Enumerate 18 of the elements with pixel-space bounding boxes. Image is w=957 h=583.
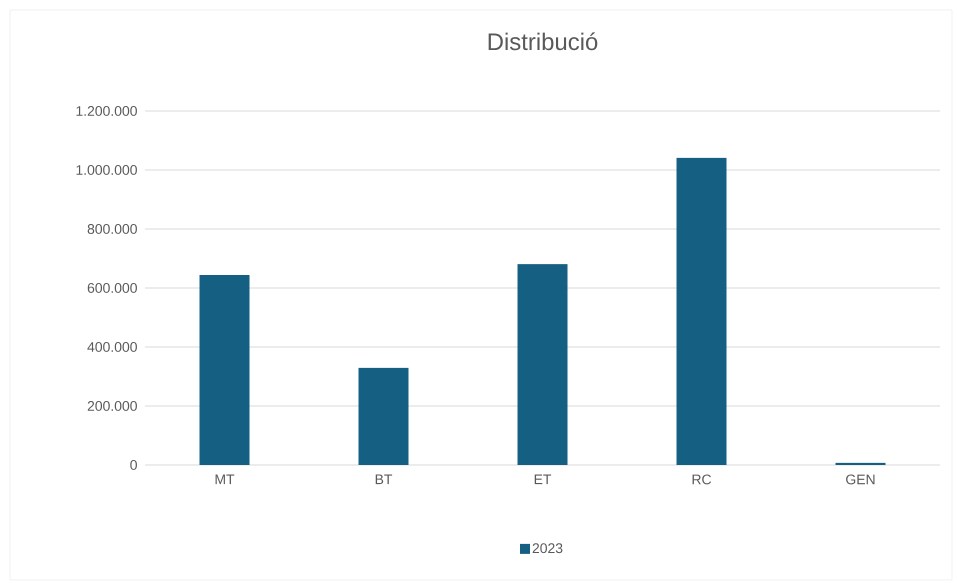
- y-tick-label: 400.000: [87, 342, 137, 352]
- y-tick-label: 600.000: [88, 283, 137, 293]
- x-tick-label: GEN: [846, 474, 874, 484]
- x-tick-label: ET: [534, 474, 552, 484]
- y-tick-label: 1.000.000: [76, 165, 137, 175]
- bar: [676, 158, 727, 465]
- y-tick-label: 0: [130, 460, 137, 470]
- y-tick-label: 1.200.000: [76, 106, 137, 116]
- bar: [358, 368, 409, 465]
- y-tick-label: 800.000: [88, 224, 137, 234]
- y-tick-label: 200.000: [88, 401, 137, 411]
- bar: [518, 264, 568, 465]
- x-tick-label: BT: [376, 474, 392, 484]
- legend-label: 2023: [532, 543, 562, 554]
- chart-title: Distribució: [488, 32, 598, 50]
- x-tick-label: MT: [216, 474, 234, 484]
- bar: [200, 275, 250, 465]
- x-tick-label: RC: [692, 474, 712, 484]
